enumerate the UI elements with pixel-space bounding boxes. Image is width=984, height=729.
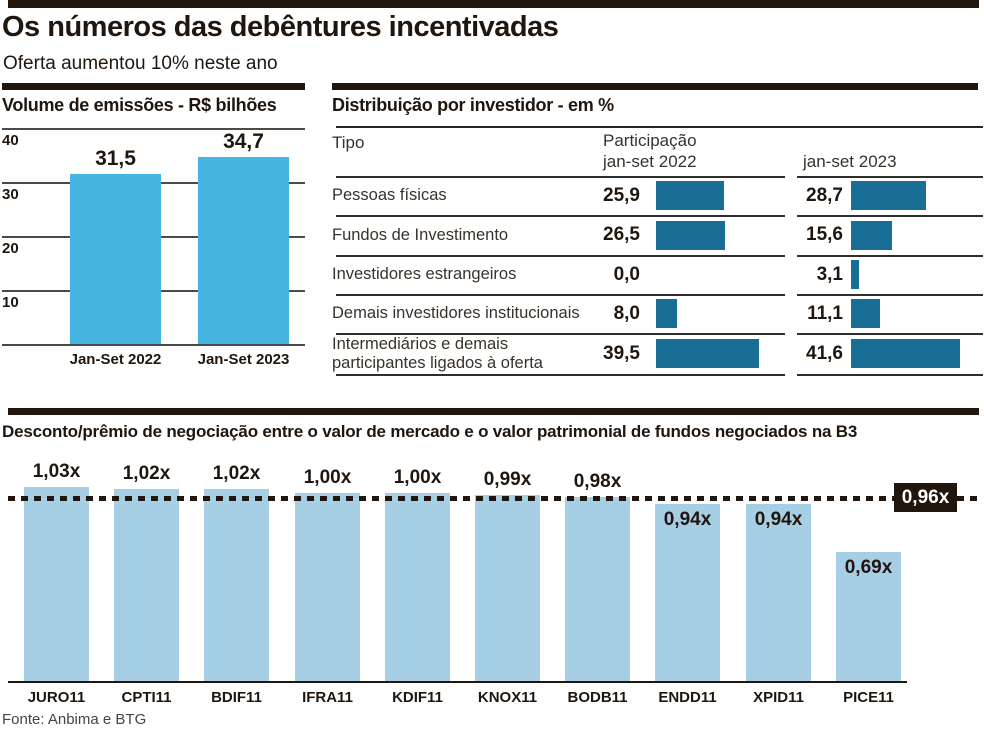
row-separator-right (797, 215, 983, 217)
discount-axis-line (8, 681, 907, 683)
page-subtitle: Oferta aumentou 10% neste ano (3, 53, 278, 74)
fund-value-label: 1,00x (303, 467, 352, 488)
top-rule (8, 0, 979, 8)
table-bar-2022 (656, 339, 759, 368)
grid-line (2, 128, 305, 130)
fund-bar (475, 495, 540, 683)
fund-bar (385, 493, 450, 683)
table-top-rule (336, 126, 983, 128)
table-bar-2023 (851, 339, 960, 368)
volume-bar (198, 157, 289, 344)
table-row-label: Pessoas físicas (332, 186, 447, 205)
header-underline-right (797, 176, 983, 178)
fund-ticker-label: XPID11 (753, 689, 804, 706)
table-bar-2023 (851, 260, 859, 289)
table-value-2023: 3,1 (816, 263, 843, 285)
discount-section-rule (8, 408, 979, 415)
table-value-2023: 41,6 (806, 342, 843, 364)
table-value-2023: 11,1 (807, 302, 843, 324)
category-label: Jan-Set 2023 (197, 351, 290, 368)
table-bar-2022 (656, 181, 724, 210)
volume-bar (70, 174, 161, 344)
fund-bar (114, 489, 179, 683)
fund-value-label: 1,02x (212, 463, 261, 484)
fund-bar (204, 489, 269, 683)
bar-value-label: 31,5 (95, 147, 136, 170)
table-value-2022: 25,9 (603, 184, 640, 206)
y-tick-label: 10 (2, 294, 19, 311)
row-separator-right (797, 294, 983, 296)
fund-bar (746, 504, 811, 683)
column-header-tipo: Tipo (332, 133, 365, 152)
fund-ticker-label: BDIF11 (211, 689, 262, 706)
table-row-label: Intermediários e demais participantes li… (332, 335, 543, 372)
table-row-label: Fundos de Investimento (332, 225, 509, 244)
category-label: Jan-Set 2022 (69, 351, 162, 368)
row-separator-left (336, 255, 785, 257)
reference-dashed-line (8, 496, 978, 501)
y-tick-label: 30 (2, 186, 19, 203)
fund-ticker-label: BODB11 (567, 689, 628, 706)
fund-bar (295, 493, 360, 683)
fund-value-label: 0,94x (754, 509, 803, 530)
table-value-2023: 15,6 (806, 224, 843, 245)
fund-value-label: 1,03x (32, 461, 81, 482)
y-tick-label: 40 (2, 132, 19, 149)
fund-ticker-label: JURO11 (27, 689, 86, 706)
source-credit: Fonte: Anbima e BTG (2, 711, 147, 728)
reference-value-badge: 0,96x (894, 483, 957, 512)
table-bar-2023 (851, 181, 926, 210)
fund-value-label: 1,00x (393, 467, 442, 488)
row-separator-right (797, 255, 983, 257)
fund-value-label: 0,69x (844, 557, 893, 578)
header-underline-left (336, 176, 785, 178)
volume-baseline (2, 344, 305, 346)
fund-ticker-label: PICE11 (843, 689, 894, 706)
y-tick-label: 20 (2, 240, 19, 257)
table-row-label: Investidores estrangeiros (332, 265, 517, 284)
column-header-2023: jan-set 2023 (803, 152, 897, 171)
fund-value-label: 1,02x (122, 463, 171, 484)
table-bar-2022 (656, 220, 725, 250)
fund-value-label: 0,98x (573, 471, 622, 492)
table-bar-2023 (851, 220, 892, 250)
fund-bar (655, 504, 720, 683)
row-separator-left (336, 215, 785, 217)
fund-bar (24, 487, 89, 683)
fund-ticker-label: KNOX11 (477, 689, 538, 706)
fund-ticker-label: IFRA11 (302, 689, 353, 706)
fund-ticker-label: ENDD11 (658, 689, 717, 706)
table-bar-2022 (656, 299, 677, 328)
fund-bar (565, 497, 630, 683)
row-separator-left (336, 333, 785, 335)
fund-bar (836, 552, 901, 683)
table-section-rule (332, 83, 978, 90)
table-value-2022: 39,5 (603, 342, 640, 364)
column-header-2022: Participação jan-set 2022 (603, 131, 697, 171)
fund-ticker-label: KDIF11 (392, 689, 443, 706)
fund-value-label: 0,99x (483, 469, 532, 490)
table-value-2022: 8,0 (613, 302, 640, 324)
volume-section-rule (2, 83, 305, 90)
discount-chart-title: Desconto/prêmio de negociação entre o va… (2, 422, 858, 441)
volume-chart-title: Volume de emissões - R$ bilhões (2, 95, 277, 115)
table-value-2023: 28,7 (806, 184, 843, 206)
table-bar-2023 (851, 299, 880, 328)
fund-value-label: 0,94x (663, 509, 712, 530)
fund-ticker-label: CPTI11 (121, 689, 172, 706)
row-separator-right (797, 333, 983, 335)
row-separator-left (336, 294, 785, 296)
table-row-label: Demais investidores institucionais (332, 304, 580, 323)
row-separator-left (336, 374, 785, 376)
bar-value-label: 34,7 (223, 130, 264, 153)
page-title: Os números das debêntures incentivadas (2, 11, 559, 43)
table-value-2022: 26,5 (603, 224, 640, 245)
table-title: Distribuição por investidor - em % (332, 95, 614, 115)
table-value-2022: 0,0 (613, 263, 640, 285)
row-separator-right (797, 374, 983, 376)
